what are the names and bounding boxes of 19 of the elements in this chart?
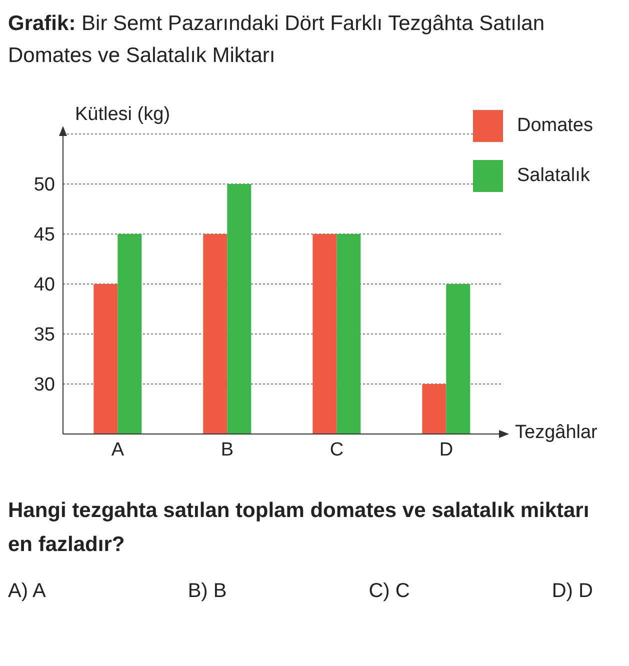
y-axis-title: Kütlesi (kg) (75, 104, 170, 126)
x-tick-label: D (439, 439, 454, 460)
text: D) D (552, 580, 593, 603)
text: B) B (188, 580, 227, 603)
y-tick-label: 40 (34, 274, 55, 296)
x-axis-title: Tezgâhlar (515, 422, 598, 444)
x-tick-label: B (220, 439, 234, 460)
x-tick-label: A (111, 439, 124, 460)
legend-label: Salatalık (516, 165, 590, 187)
y-tick-label: 50 (34, 174, 55, 196)
x-tick-label: C (330, 439, 344, 460)
y-tick-label: 30 (34, 374, 55, 396)
text: A) A (8, 580, 46, 603)
text: C) C (368, 580, 410, 603)
text: Hangi tezgahta satılan toplam domates ve salatalık miktarı en fazladır? (8, 498, 590, 558)
y-tick-label: 45 (34, 224, 55, 246)
chart-title: Grafik: Bir Semt Pazarındaki Dört Farklı Tezgâhta Satılan Domates ve Salatalık Miktarı (8, 12, 545, 67)
y-tick-label: 35 (34, 324, 55, 346)
legend-label: Domates (516, 115, 593, 137)
